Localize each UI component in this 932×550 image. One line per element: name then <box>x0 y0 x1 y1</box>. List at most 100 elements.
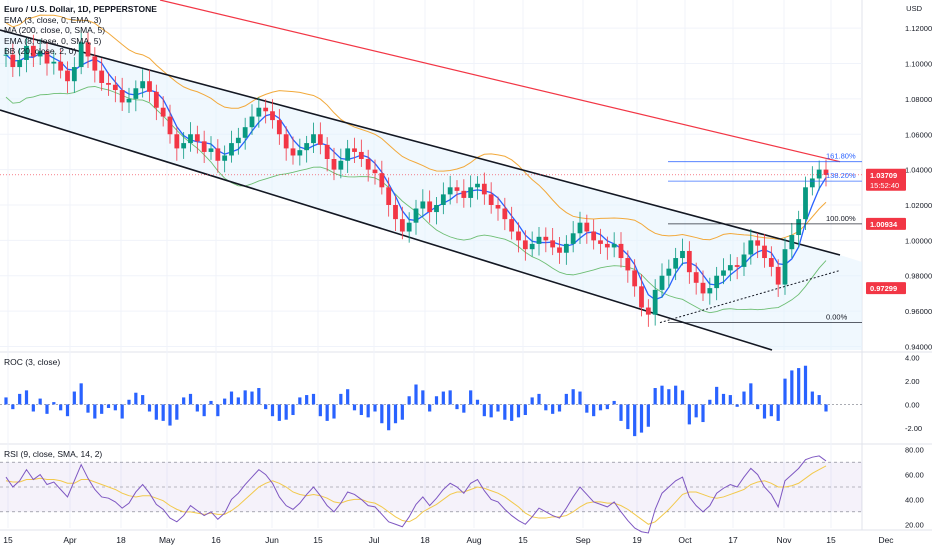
roc-bar <box>352 404 357 411</box>
roc-bar <box>790 370 794 405</box>
roc-pane[interactable] <box>0 365 862 437</box>
roc-bar <box>100 404 104 414</box>
candle-body <box>126 98 132 103</box>
price-tag-bg <box>866 168 906 191</box>
candle-body <box>502 208 508 220</box>
roc-bar <box>571 389 575 405</box>
price-tag-bg <box>866 282 906 295</box>
roc-bar <box>113 404 117 411</box>
x-tick-label: Jul <box>369 535 380 545</box>
candle-body <box>10 54 16 68</box>
roc-bar <box>797 368 801 405</box>
candle-body <box>673 258 679 269</box>
rsi-signal-line <box>5 465 827 525</box>
candle-body <box>283 134 289 149</box>
candle-body <box>345 148 351 161</box>
roc-bar <box>537 393 541 405</box>
roc-title[interactable]: ROC (3, close) <box>4 357 61 367</box>
roc-bar <box>38 398 42 405</box>
candle-body <box>386 187 392 205</box>
roc-bar <box>455 404 459 410</box>
roc-bar <box>147 404 152 412</box>
candle-body <box>700 282 706 294</box>
candle-body <box>707 288 713 294</box>
roc-bar <box>715 386 719 405</box>
candle-body <box>789 235 795 250</box>
roc-bar <box>380 404 384 424</box>
chart-legend: Euro / U.S. Dollar, 1D, PEPPERSTONE EMA … <box>4 4 157 57</box>
candle-body <box>693 272 699 283</box>
candle-body <box>611 243 617 248</box>
price-pane[interactable]: 161.80% 138.20% 100.00% 0.00% <box>0 0 862 351</box>
candle-body <box>338 160 344 170</box>
roc-bar <box>298 397 302 405</box>
candle-body <box>782 249 788 285</box>
candle-body <box>51 61 57 64</box>
roc-bar <box>373 404 377 412</box>
legend-ma200[interactable]: MA (200, close, 0, SMA, 5) <box>4 25 106 35</box>
fib-level-label: 100.00% <box>826 214 856 223</box>
candle-body <box>727 265 733 271</box>
candle-body <box>352 148 357 152</box>
candle-body <box>140 81 146 89</box>
legend-bb[interactable]: BB (20, close, 2, 0) <box>4 46 77 56</box>
y-tick-label: 1.06000 <box>905 130 932 139</box>
candle-body <box>290 148 296 156</box>
roc-bar <box>175 404 179 420</box>
candle-body <box>372 169 378 174</box>
candle-body <box>762 245 767 259</box>
roc-bar <box>195 404 199 412</box>
roc-bar <box>701 404 705 423</box>
roc-bar <box>551 404 555 414</box>
roc-bar <box>578 391 582 405</box>
y-tick-label: 0.98000 <box>905 272 932 281</box>
roc-bar <box>366 404 370 418</box>
roc-bar <box>441 391 445 405</box>
channel-fill <box>0 30 862 350</box>
roc-bar <box>489 404 493 418</box>
chart-title[interactable]: Euro / U.S. Dollar, 1D, PEPPERSTONE <box>4 4 157 14</box>
candle-body <box>379 173 385 188</box>
roc-bar <box>803 365 808 405</box>
candle-body <box>133 88 139 99</box>
roc-bar <box>93 404 97 419</box>
candle-body <box>208 148 214 152</box>
candle-body <box>427 201 433 213</box>
channel-upper-line <box>0 29 841 256</box>
candle-body <box>584 222 590 232</box>
candle-body <box>598 240 603 244</box>
x-tick-label: Dec <box>878 535 894 545</box>
rsi-tick-label: 20.00 <box>905 520 924 529</box>
candle-body <box>393 204 398 220</box>
legend-ema8[interactable]: EMA (8, close, 0, SMA, 5) <box>4 35 102 46</box>
candle-body <box>645 307 651 315</box>
roc-bar <box>530 397 534 405</box>
rsi-title[interactable]: RSI (9, close, SMA, 14, 2) <box>4 449 103 459</box>
candle-body <box>509 219 515 232</box>
candle-body <box>256 107 262 117</box>
candle-body <box>181 143 187 149</box>
roc-bar <box>687 404 691 425</box>
roc-bar <box>359 404 363 416</box>
rsi-tick-label: 80.00 <box>905 446 924 455</box>
axes: 15 Apr 18 May 16 Jun 15 Jul 18 Aug 15 Sep 19 Oct 17 Nov… <box>3 24 932 545</box>
candle-body <box>106 82 111 85</box>
rsi-pane[interactable] <box>0 455 862 534</box>
legend-ema3[interactable]: EMA (3, close, 0, EMA, 3) <box>4 14 102 25</box>
candle-body <box>167 116 173 135</box>
candle-body <box>809 178 815 188</box>
roc-bar <box>141 395 145 405</box>
candle-body <box>447 187 453 195</box>
roc-bar <box>496 404 500 412</box>
candle-body <box>823 169 829 175</box>
roc-bar <box>277 404 281 421</box>
roc-bar <box>544 404 548 411</box>
x-tick-label: Oct <box>678 535 692 545</box>
roc-bar <box>633 404 637 437</box>
x-tick-label: Sep <box>575 535 590 545</box>
roc-bar <box>735 404 739 407</box>
y-tick-label: 1.00000 <box>905 236 932 245</box>
support-dotted-line <box>659 269 841 324</box>
roc-bar <box>250 391 254 405</box>
